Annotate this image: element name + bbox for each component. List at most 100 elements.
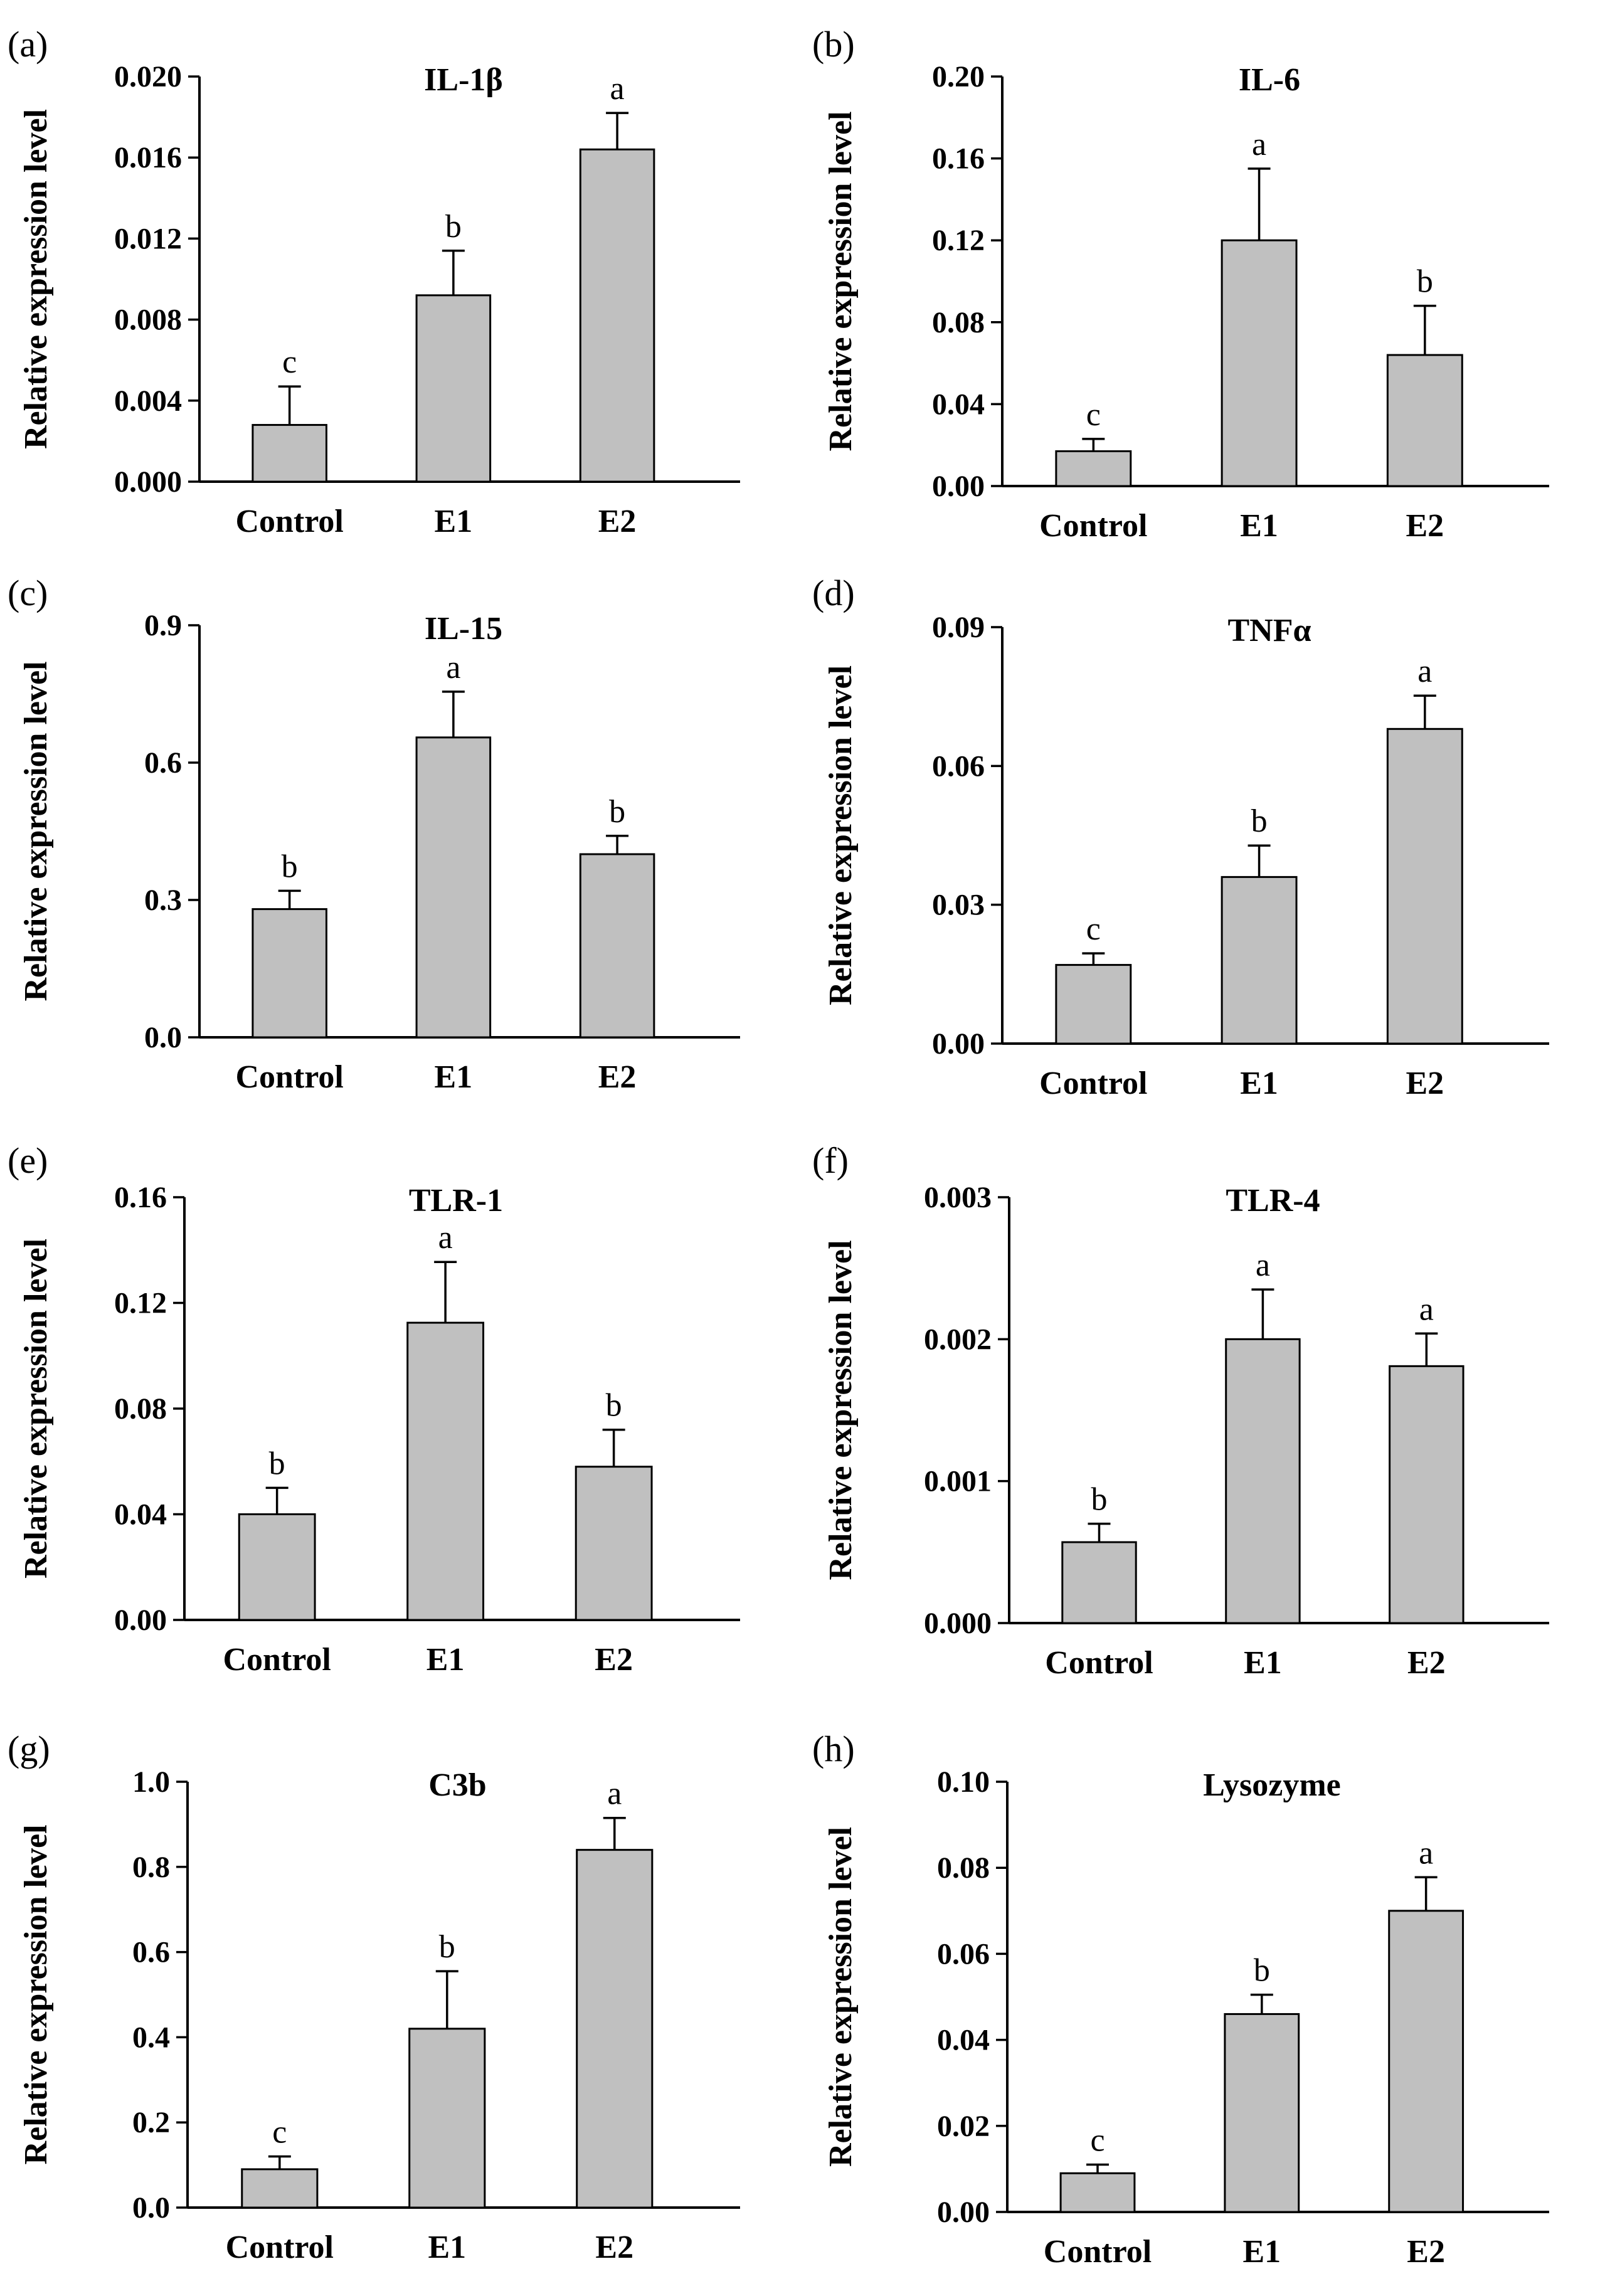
x-tick-label: E1 bbox=[435, 1059, 473, 1095]
y-tick-label: 0.004 bbox=[114, 384, 182, 418]
significance-letter: b bbox=[445, 209, 462, 245]
x-tick-label: E2 bbox=[1406, 1066, 1444, 1101]
panel-letter: (c) bbox=[8, 573, 48, 613]
y-tick-label: 0.000 bbox=[924, 1607, 992, 1640]
bar bbox=[241, 2168, 319, 2209]
significance-letter: a bbox=[607, 1776, 622, 1812]
significance-letter: b bbox=[282, 849, 298, 884]
x-tick-label: E1 bbox=[1242, 2234, 1281, 2270]
chart-title: C3b bbox=[428, 1767, 486, 1803]
panel-letter: (d) bbox=[812, 573, 855, 613]
y-tick-label: 0.020 bbox=[114, 60, 182, 93]
y-tick-label: 0.00 bbox=[937, 2196, 990, 2229]
y-tick-label: 0.000 bbox=[114, 465, 182, 499]
significance-letter: a bbox=[610, 71, 625, 107]
panel-letter: (b) bbox=[812, 24, 855, 65]
significance-letter: c bbox=[1086, 911, 1101, 947]
bar bbox=[408, 2028, 486, 2209]
chart-title: TLR-4 bbox=[1226, 1183, 1320, 1219]
y-tick-label: 0.8 bbox=[132, 1851, 170, 1884]
bar bbox=[415, 294, 492, 483]
bar bbox=[579, 853, 655, 1039]
chart-panel: (a) IL-1β 0.000 0.004 0.008 0.012 0.016 0.020 Re… bbox=[8, 24, 740, 539]
x-tick-label: E2 bbox=[1407, 1645, 1446, 1681]
significance-letter: b bbox=[1091, 1482, 1108, 1518]
x-tick-label: E2 bbox=[595, 2230, 633, 2265]
y-tick-label: 0.001 bbox=[924, 1465, 992, 1498]
significance-letter: b bbox=[1254, 1953, 1270, 1989]
significance-letter: c bbox=[1086, 397, 1101, 433]
chart-title: IL-15 bbox=[425, 611, 502, 647]
x-tick-label: Control bbox=[1045, 1645, 1153, 1681]
y-tick-label: 0.00 bbox=[932, 1027, 985, 1061]
chart-panel: (g) C3b 0.0 0.2 0.4 0.6 0.8 1.0 Relative express… bbox=[8, 1728, 740, 2265]
y-tick-label: 0.06 bbox=[932, 749, 985, 783]
y-tick-label: 0.00 bbox=[114, 1604, 167, 1637]
x-tick-label: E1 bbox=[1240, 508, 1278, 544]
y-axis-label: Relative expression level bbox=[823, 665, 859, 1005]
significance-letter: a bbox=[1419, 1291, 1434, 1327]
x-tick-label: E2 bbox=[1407, 2234, 1445, 2270]
significance-letter: b bbox=[609, 794, 625, 830]
bar bbox=[1061, 1541, 1137, 1624]
bar bbox=[238, 1513, 316, 1621]
y-tick-label: 0.00 bbox=[932, 470, 985, 503]
bar bbox=[1221, 239, 1298, 487]
y-axis-label: Relative expression level bbox=[823, 1240, 859, 1580]
y-tick-label: 0.3 bbox=[144, 884, 182, 917]
panel-letter: (a) bbox=[8, 24, 48, 65]
panel-letter: (g) bbox=[8, 1728, 50, 1769]
y-tick-label: 0.08 bbox=[937, 1851, 990, 1885]
x-tick-label: E2 bbox=[1406, 508, 1444, 544]
y-tick-label: 0.0 bbox=[144, 1021, 182, 1054]
y-tick-label: 0.08 bbox=[114, 1392, 167, 1426]
bar bbox=[576, 1849, 654, 2209]
bar bbox=[575, 1466, 653, 1621]
x-tick-label: E2 bbox=[598, 1059, 637, 1095]
bar bbox=[1224, 2013, 1300, 2213]
y-tick-label: 0.6 bbox=[132, 1936, 170, 1969]
significance-letter: a bbox=[446, 650, 460, 685]
significance-letter: a bbox=[1252, 127, 1266, 162]
y-tick-label: 0.003 bbox=[924, 1181, 992, 1214]
y-tick-label: 0.2 bbox=[132, 2106, 170, 2139]
significance-letter: b bbox=[1251, 803, 1268, 839]
significance-letter: a bbox=[1419, 1835, 1433, 1871]
y-tick-label: 0.02 bbox=[937, 2110, 990, 2143]
bar bbox=[1221, 876, 1298, 1045]
x-tick-label: Control bbox=[235, 1059, 343, 1095]
y-tick-label: 0.9 bbox=[144, 609, 182, 642]
y-tick-label: 0.16 bbox=[114, 1181, 167, 1214]
panel-letter: (f) bbox=[812, 1140, 849, 1181]
y-tick-label: 0.04 bbox=[932, 388, 985, 421]
bar bbox=[1386, 354, 1463, 487]
x-tick-label: Control bbox=[226, 2230, 334, 2265]
chart-title: Lysozyme bbox=[1203, 1767, 1341, 1803]
significance-letter: a bbox=[1256, 1247, 1270, 1283]
x-tick-label: Control bbox=[223, 1642, 331, 1678]
chart-title: IL-1β bbox=[424, 62, 503, 98]
bar bbox=[406, 1321, 485, 1621]
significance-letter: c bbox=[272, 2115, 287, 2151]
bar bbox=[1059, 2172, 1136, 2213]
chart-title: TNFα bbox=[1227, 613, 1311, 648]
y-tick-label: 0.20 bbox=[932, 60, 985, 93]
chart-panel: (d) TNFα 0.00 0.03 0.06 0.09 Relative expressi… bbox=[812, 573, 1549, 1101]
significance-letter: b bbox=[269, 1446, 285, 1481]
y-tick-label: 0.008 bbox=[114, 304, 182, 337]
significance-letter: b bbox=[439, 1929, 455, 1965]
bar bbox=[1225, 1338, 1301, 1624]
y-tick-label: 0.12 bbox=[114, 1287, 167, 1320]
y-tick-label: 0.09 bbox=[932, 611, 985, 644]
y-tick-label: 0.016 bbox=[114, 141, 182, 174]
y-axis-label: Relative expression level bbox=[823, 111, 859, 451]
chart-panel: (f) TLR-4 0.000 0.001 0.002 0.003 Relative exp… bbox=[812, 1140, 1549, 1681]
y-tick-label: 0.04 bbox=[114, 1498, 167, 1532]
bar bbox=[1055, 964, 1132, 1045]
significance-letter: c bbox=[1090, 2123, 1104, 2159]
significance-letter: b bbox=[1417, 264, 1433, 300]
x-tick-label: E2 bbox=[595, 1642, 633, 1678]
y-tick-label: 0.08 bbox=[932, 306, 985, 339]
y-tick-label: 0.4 bbox=[132, 2021, 170, 2054]
